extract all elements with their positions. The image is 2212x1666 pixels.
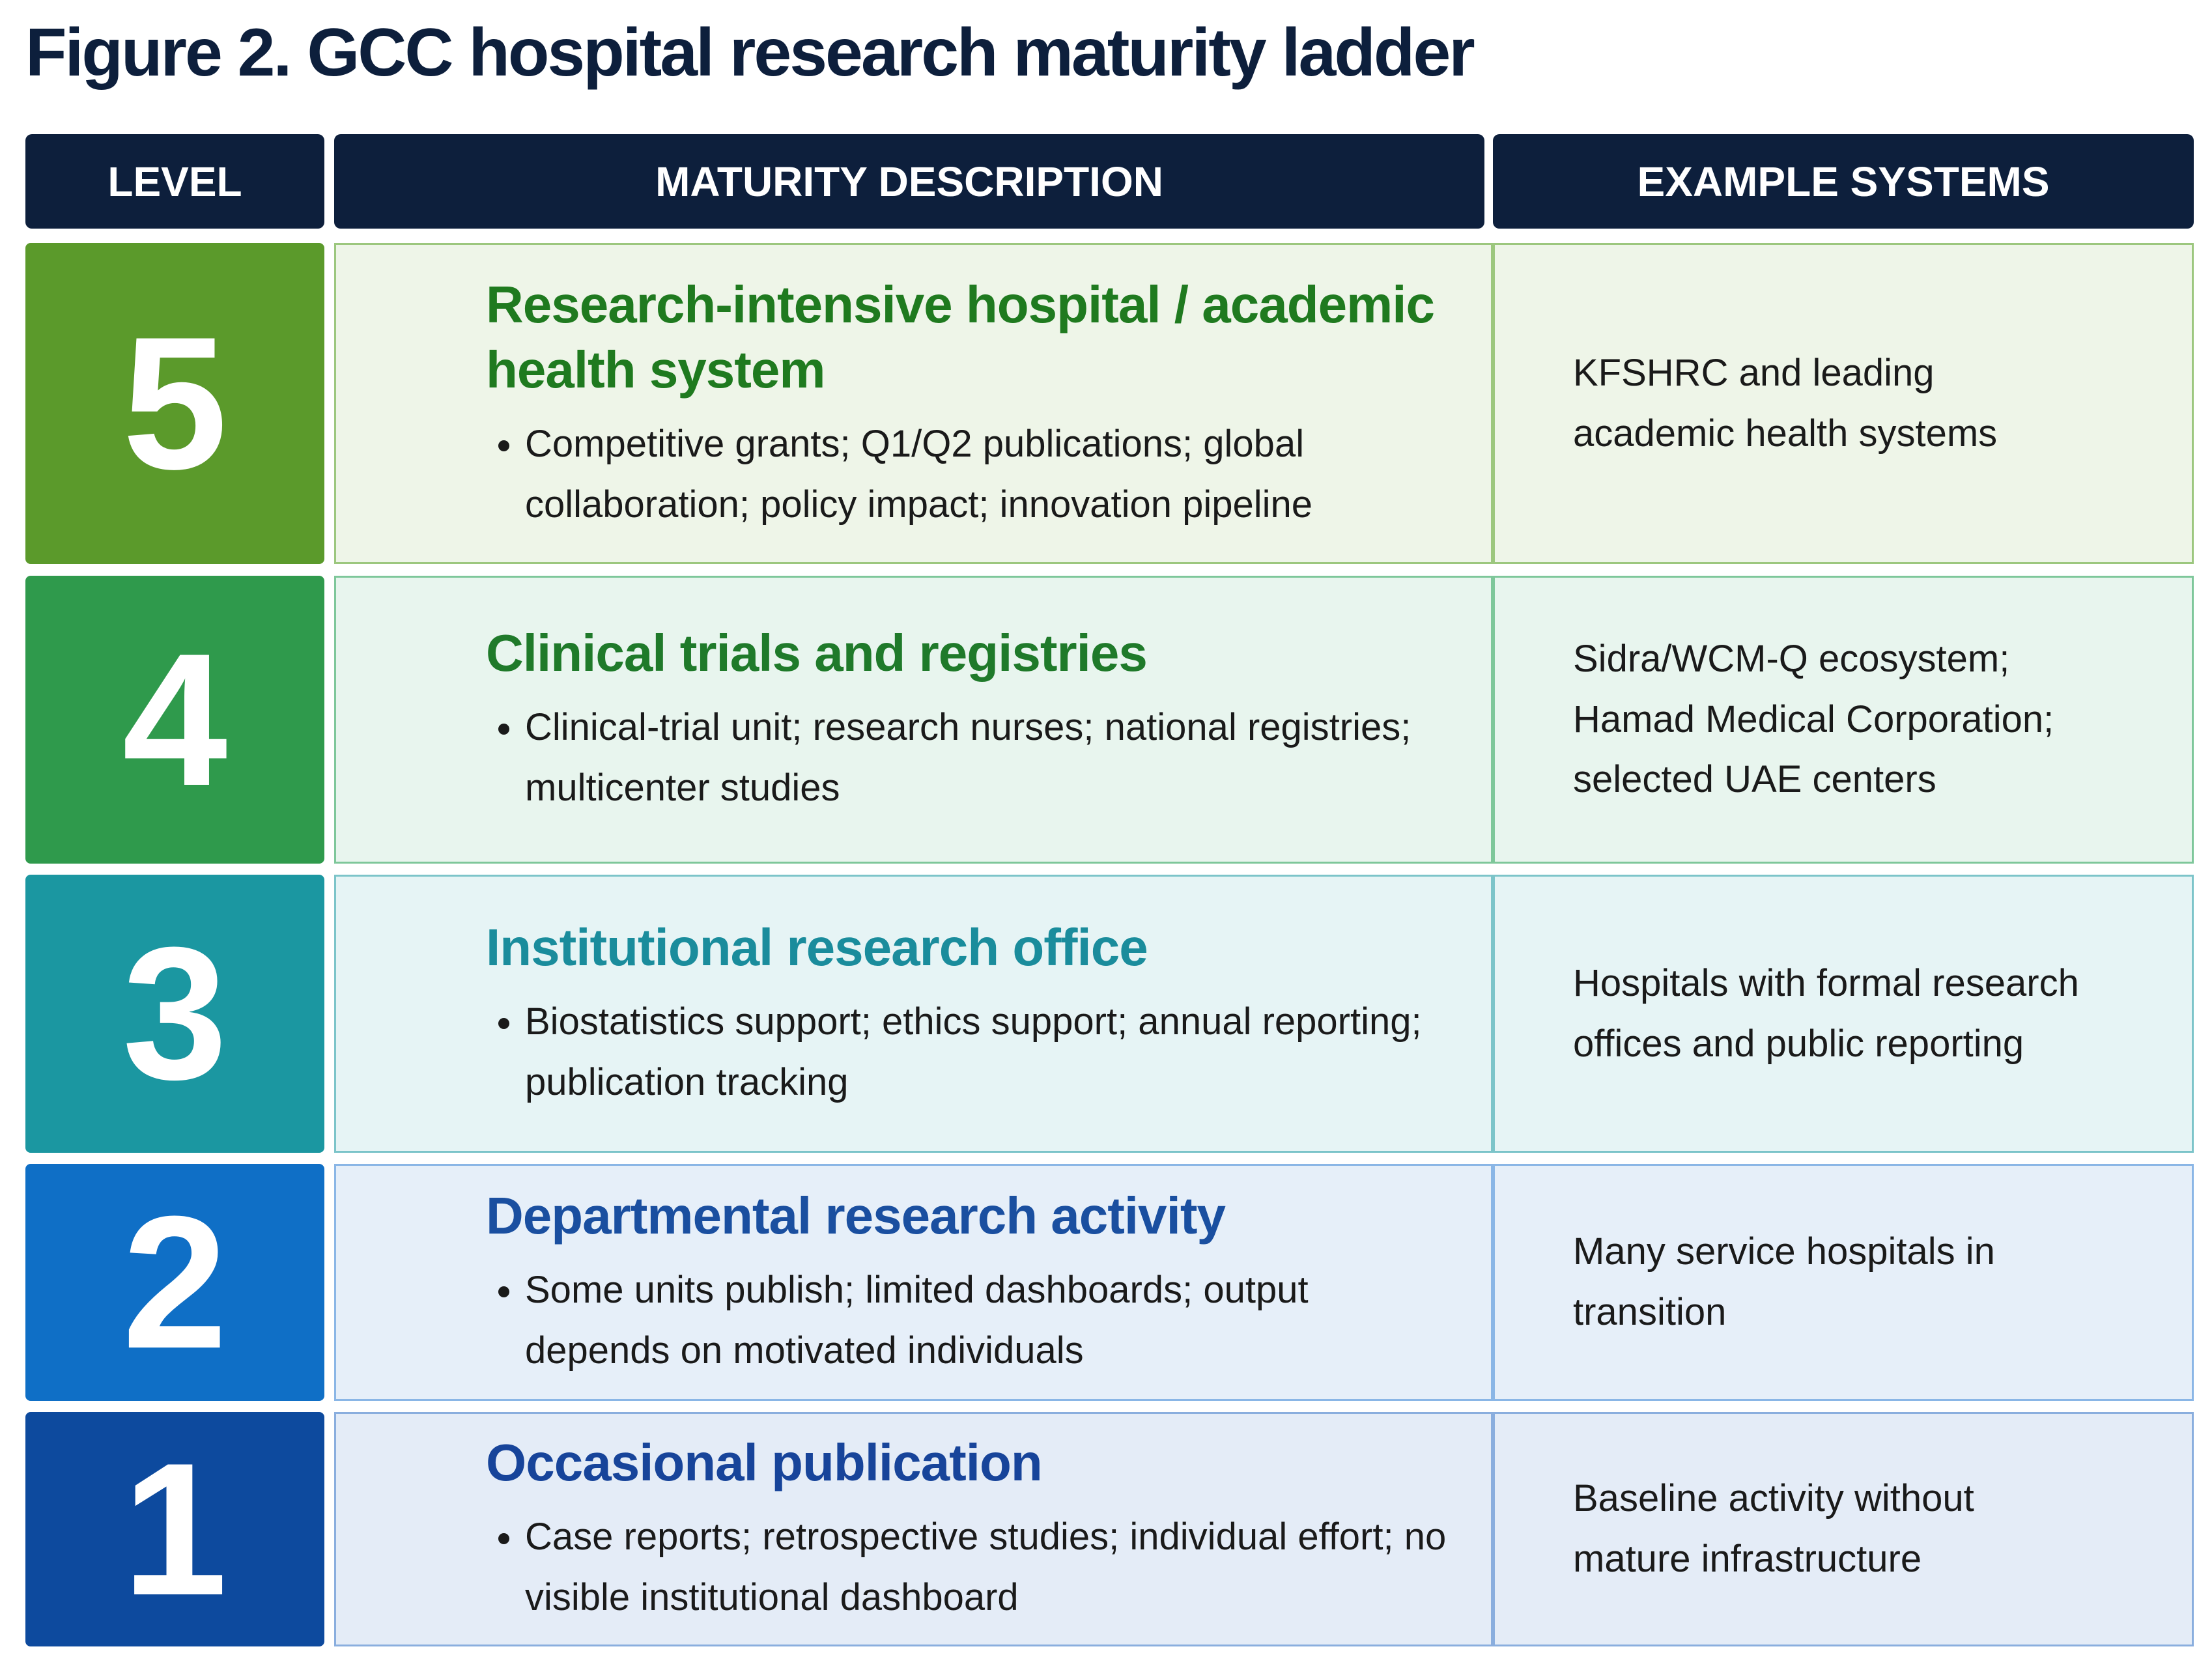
bullet-list: Case reports; retrospective studies; ind… [486,1507,1452,1628]
bullet-list: Clinical-trial unit; research nurses; na… [486,698,1452,819]
level-heading: Institutional research office [486,918,1148,976]
level-number: 1 [25,1412,324,1646]
level-heading: Research-intensive hospital / academic h… [486,275,1435,399]
description-cell: Occasional publication Case reports; retr… [334,1412,1493,1646]
level-number: 3 [25,875,324,1153]
description-cell: Research-intensive hospital / academic h… [334,243,1493,564]
level-number: 2 [25,1164,324,1401]
bullet-list: Competitive grants; Q1/Q2 publications; … [486,414,1452,535]
bullet-item: Some units publish; limited dashboards; … [525,1260,1452,1381]
description-cell: Clinical trials and registries Clinical-t… [334,576,1493,864]
bullet-list: Some units publish; limited dashboards; … [486,1260,1452,1381]
bullet-list: Biostatistics support; ethics support; a… [486,992,1452,1113]
description-cell: Departmental research activity Some units… [334,1164,1493,1401]
level-number: 5 [25,243,324,564]
examples-cell: Baseline activity without mature infrast… [1493,1412,2194,1646]
example-systems: Baseline activity without mature infrast… [1573,1477,1974,1580]
bullet-item: Clinical-trial unit; research nurses; na… [525,698,1452,819]
bullet-item: Case reports; retrospective studies; ind… [525,1507,1452,1628]
example-systems: Many service hospitals in transition [1573,1230,1995,1333]
level-number: 4 [25,576,324,864]
example-systems: KFSHRC and leading academic health syste… [1573,351,1998,455]
examples-cell: KFSHRC and leading academic health syste… [1493,243,2194,564]
bullet-item: Competitive grants; Q1/Q2 publications; … [525,414,1452,535]
examples-cell: Sidra/WCM-Q ecosystem; Hamad Medical Cor… [1493,576,2194,864]
figure-title: Figure 2. GCC hospital research maturity… [25,15,1475,91]
example-systems: Sidra/WCM-Q ecosystem; Hamad Medical Cor… [1573,637,2054,801]
level-heading: Occasional publication [486,1433,1043,1492]
bullet-item: Biostatistics support; ethics support; a… [525,992,1452,1113]
column-header: LEVEL [25,134,324,229]
column-header: EXAMPLE SYSTEMS [1493,134,2194,229]
examples-cell: Hospitals with formal research offices a… [1493,875,2194,1153]
level-heading: Clinical trials and registries [486,624,1148,683]
level-heading: Departmental research activity [486,1187,1226,1245]
description-cell: Institutional research office Biostatisti… [334,875,1493,1153]
examples-cell: Many service hospitals in transition [1493,1164,2194,1401]
example-systems: Hospitals with formal research offices a… [1573,961,2079,1065]
column-header: MATURITY DESCRIPTION [334,134,1484,229]
